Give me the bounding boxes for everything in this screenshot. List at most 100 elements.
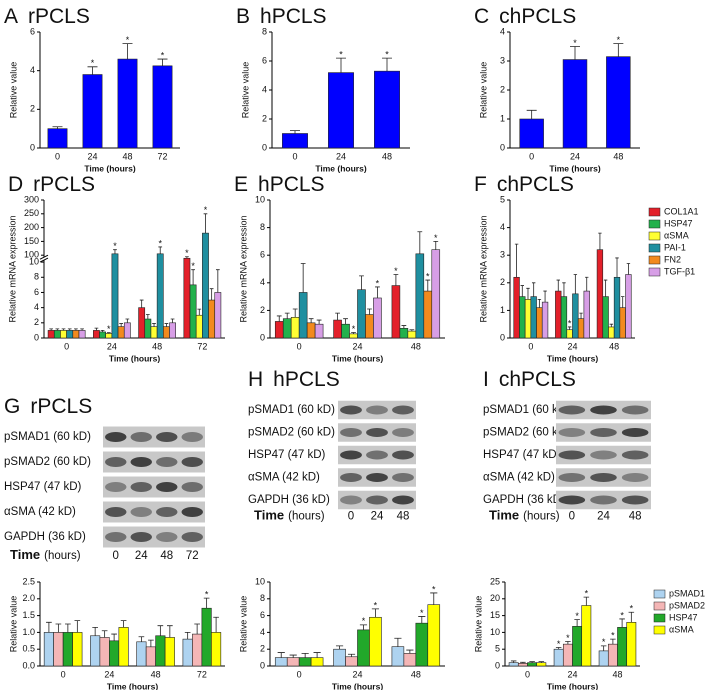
bar [117, 58, 138, 149]
bar [602, 296, 609, 339]
bar [286, 657, 300, 667]
bar [118, 627, 129, 667]
x-tick-label: 48 [411, 669, 421, 679]
blot-band [130, 532, 152, 542]
error-bar [49, 328, 54, 331]
x-tick-label: 24 [570, 151, 580, 161]
error-bar [417, 231, 423, 254]
error-bar [197, 308, 202, 316]
error-bar [351, 332, 356, 334]
y-tick-label: 4 [260, 277, 265, 287]
blot-band [366, 473, 388, 482]
bar [519, 118, 544, 149]
bar [274, 657, 288, 667]
error-bar [393, 274, 399, 286]
bar [298, 292, 308, 339]
error-bar [585, 276, 589, 292]
error-bar [157, 625, 164, 636]
y-axis-title: Relative value [8, 596, 18, 653]
y-tick-label: 1 [500, 305, 505, 315]
error-bar [336, 57, 346, 73]
error-bar [583, 596, 590, 606]
y-tick-label: 6 [260, 610, 265, 620]
significance-star: * [617, 35, 621, 45]
blot-row-label: HSP47 (47 kD) [4, 481, 82, 493]
blot-band [340, 405, 362, 415]
y-tick-label: 8 [260, 222, 265, 232]
bar [123, 322, 131, 339]
blot-band [366, 428, 388, 437]
x-tick-label: 72 [197, 669, 207, 679]
bar [145, 646, 156, 667]
x-axis-title: Time (hours) [547, 353, 598, 363]
error-bar [610, 638, 616, 645]
bar [617, 627, 628, 667]
y-tick-label: 3 [500, 250, 505, 260]
blot-band [130, 432, 152, 442]
significance-star: * [376, 278, 380, 288]
lane-label: 0 [348, 511, 354, 523]
bar [541, 301, 549, 339]
error-bar [191, 269, 195, 285]
y-tick-label: 150 [24, 236, 39, 246]
error-bar [313, 652, 321, 658]
y-tick-label: 2 [30, 104, 35, 114]
bar [211, 632, 222, 667]
significance-star: * [352, 324, 356, 334]
legend-label: HSP47 [669, 612, 698, 622]
error-bar [46, 621, 52, 633]
legend-swatch [648, 219, 661, 229]
error-bar [598, 232, 602, 250]
legend-swatch [653, 601, 666, 611]
error-bar [55, 623, 62, 633]
bar [349, 333, 358, 339]
lane-label: 48 [397, 511, 410, 523]
y-tick-label: 6 [34, 287, 39, 297]
x-tick-label: 0 [529, 151, 534, 161]
y-axis-title: Relative value [478, 62, 488, 119]
error-bar [382, 57, 392, 72]
bar [619, 307, 626, 339]
x-tick-label: 0 [528, 341, 533, 351]
lane-label: 72 [186, 550, 199, 562]
bar [189, 284, 197, 339]
y-tick-label: 0 [500, 142, 505, 152]
bar [524, 299, 532, 339]
y-tick-label: 0 [30, 142, 35, 152]
bar [192, 633, 203, 667]
bar [374, 70, 400, 149]
panel-name: rPCLS [28, 5, 90, 28]
error-bar [289, 654, 297, 658]
blot-band [558, 450, 586, 460]
bar [136, 641, 147, 667]
blot-band [156, 532, 178, 542]
time-word: Time [254, 508, 284, 523]
x-tick-label: 24 [107, 341, 117, 351]
panel-name: hPCLS [273, 368, 340, 391]
panel-letter: F [474, 173, 487, 196]
bar [109, 640, 120, 667]
blot-row-label: pSMAD2 (60 kD) [4, 456, 91, 468]
error-bar [359, 275, 364, 290]
bar [513, 276, 520, 339]
panel-letter: E [234, 173, 248, 196]
error-bar [609, 323, 614, 327]
x-tick-label: 0 [525, 669, 530, 679]
panel-name: chPCLS [497, 173, 574, 196]
lane-label: 0 [569, 511, 575, 523]
significance-star: * [630, 604, 634, 614]
x-tick-label: 48 [152, 341, 162, 351]
x-tick-label: 24 [352, 669, 362, 679]
blot-row-label: pSMAD1 (60 kD) [483, 404, 570, 416]
time-label: Time (hours) [10, 547, 81, 562]
bar [577, 318, 585, 339]
bar [47, 128, 68, 149]
error-bar [371, 608, 380, 618]
bar [555, 290, 562, 339]
significance-star: * [204, 205, 208, 215]
y-axis-title: Relative mRNA expression [7, 215, 17, 322]
lane-label: 24 [371, 511, 384, 523]
